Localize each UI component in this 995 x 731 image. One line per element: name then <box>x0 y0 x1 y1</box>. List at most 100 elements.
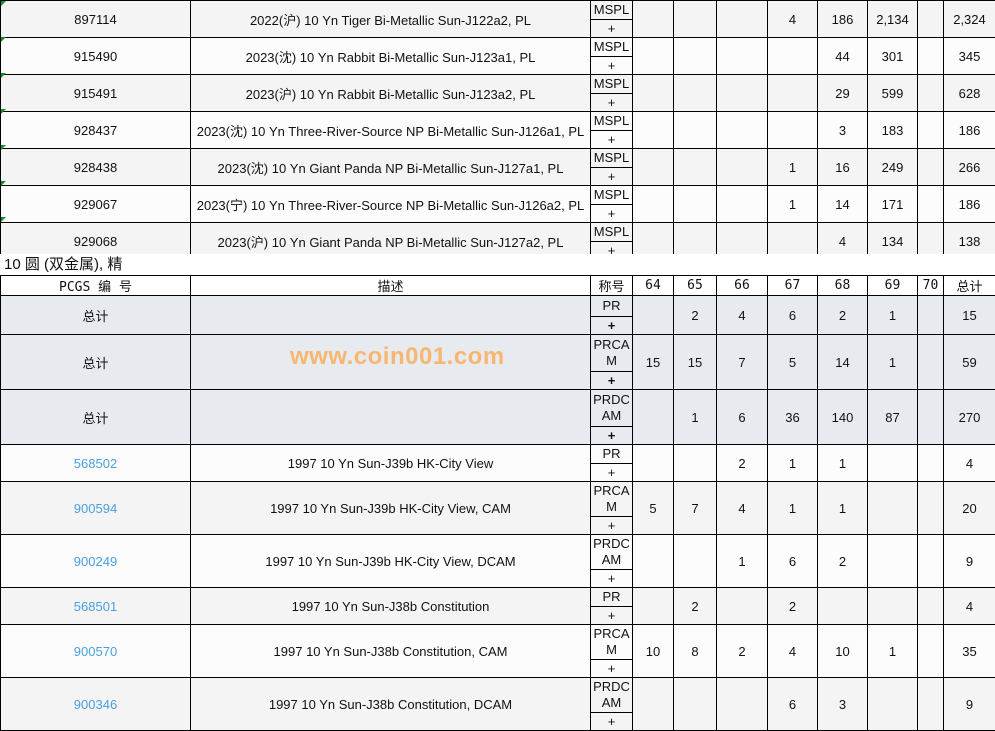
count-grade-66 <box>717 678 768 731</box>
row-total: 9 <box>944 678 995 731</box>
header-grade-67: 67 <box>768 276 818 296</box>
count-grade-68: 3 <box>818 678 868 731</box>
count-grade-65 <box>674 112 717 149</box>
pcgs-number[interactable]: 568502 <box>1 445 191 482</box>
count-grade-70 <box>918 38 944 75</box>
pcgs-number: 915491 <box>1 75 191 112</box>
description: 2023(沪) 10 Yn Rabbit Bi-Metallic Sun-J12… <box>191 75 591 112</box>
pcgs-number: 928438 <box>1 149 191 186</box>
plus-grade-label: + <box>591 94 632 111</box>
count-grade-64: 10 <box>633 625 674 678</box>
count-grade-65: 2 <box>674 588 717 625</box>
grade-cell: MSPL+ <box>591 38 633 75</box>
description: 1997 10 Yn Sun-J39b HK-City View, CAM <box>191 482 591 535</box>
count-grade-67: 6 <box>768 296 818 335</box>
grade-cell: PRCAM+ <box>591 335 633 390</box>
plus-grade-label: + <box>591 607 632 624</box>
grade-label: PR <box>591 296 632 317</box>
header-total: 总计 <box>944 276 995 296</box>
count-grade-65 <box>674 678 717 731</box>
count-grade-64: 5 <box>633 482 674 535</box>
count-grade-70 <box>918 678 944 731</box>
count-grade-69: 2,134 <box>868 1 918 38</box>
row-total: 4 <box>944 445 995 482</box>
count-grade-70 <box>918 535 944 588</box>
description: 1997 10 Yn Sun-J38b Constitution, DCAM <box>191 678 591 731</box>
grade-cell: PR+ <box>591 588 633 625</box>
grade-cell: MSPL+ <box>591 112 633 149</box>
count-grade-70 <box>918 186 944 223</box>
count-grade-66 <box>717 149 768 186</box>
description: 2023(沈) 10 Yn Three-River-Source NP Bi-M… <box>191 112 591 149</box>
grade-cell: PRDCAM+ <box>591 678 633 731</box>
pcgs-number[interactable]: 568501 <box>1 588 191 625</box>
description: 1997 10 Yn Sun-J38b Constitution <box>191 588 591 625</box>
count-grade-67: 1 <box>768 445 818 482</box>
count-grade-67: 36 <box>768 390 818 445</box>
row-total: 270 <box>944 390 995 445</box>
header-description: 描述 <box>191 276 591 296</box>
plus-grade-label: + <box>591 570 632 587</box>
pcgs-number: 928437 <box>1 112 191 149</box>
count-grade-65: 1 <box>674 390 717 445</box>
count-grade-70 <box>918 625 944 678</box>
count-grade-64 <box>633 75 674 112</box>
description: 2022(沪) 10 Yn Tiger Bi-Metallic Sun-J122… <box>191 1 591 38</box>
count-grade-66 <box>717 186 768 223</box>
pcgs-number[interactable]: 900249 <box>1 535 191 588</box>
pcgs-number: 897114 <box>1 1 191 38</box>
comment-marker-icon <box>1 73 6 78</box>
count-grade-67: 6 <box>768 535 818 588</box>
count-grade-66 <box>717 75 768 112</box>
plus-grade-label: + <box>591 464 632 481</box>
grade-cell: PRCAM+ <box>591 482 633 535</box>
header-grade-64: 64 <box>633 276 674 296</box>
row-total: 186 <box>944 186 995 223</box>
count-grade-66 <box>717 588 768 625</box>
count-grade-67 <box>768 75 818 112</box>
plus-grade-label: + <box>591 660 632 677</box>
count-grade-69 <box>868 445 918 482</box>
row-total: 35 <box>944 625 995 678</box>
plus-grade-label: + <box>591 20 632 37</box>
grade-label: MSPL <box>591 149 632 168</box>
count-grade-68: 186 <box>818 1 868 38</box>
header-pcgs-number: PCGS 编 号 <box>1 276 191 296</box>
grade-cell: PR+ <box>591 296 633 335</box>
header-grade-68: 68 <box>818 276 868 296</box>
description: 1997 10 Yn Sun-J39b HK-City View <box>191 445 591 482</box>
count-grade-66: 2 <box>717 625 768 678</box>
count-grade-64 <box>633 186 674 223</box>
plus-grade-label: + <box>591 205 632 222</box>
section-title: 10 圆 (双金属), 精 <box>0 254 995 275</box>
pcgs-number[interactable]: 900346 <box>1 678 191 731</box>
comment-marker-icon <box>1 217 6 222</box>
grade-label: MSPL <box>591 186 632 205</box>
description <box>191 296 591 335</box>
pcgs-number[interactable]: 900594 <box>1 482 191 535</box>
grade-label: PR <box>591 445 632 464</box>
count-grade-68: 2 <box>818 535 868 588</box>
count-grade-70 <box>918 390 944 445</box>
grade-cell: PRCAM+ <box>591 625 633 678</box>
count-grade-69: 249 <box>868 149 918 186</box>
row-total: 345 <box>944 38 995 75</box>
description: 2023(沈) 10 Yn Rabbit Bi-Metallic Sun-J12… <box>191 38 591 75</box>
pcgs-number[interactable]: 900570 <box>1 625 191 678</box>
row-total: 59 <box>944 335 995 390</box>
count-grade-70 <box>918 296 944 335</box>
grade-label: PR <box>591 588 632 607</box>
count-grade-69 <box>868 535 918 588</box>
plus-grade-label: + <box>591 713 632 730</box>
count-grade-67: 1 <box>768 186 818 223</box>
count-grade-68: 1 <box>818 482 868 535</box>
count-grade-67: 4 <box>768 1 818 38</box>
count-grade-68: 14 <box>818 335 868 390</box>
